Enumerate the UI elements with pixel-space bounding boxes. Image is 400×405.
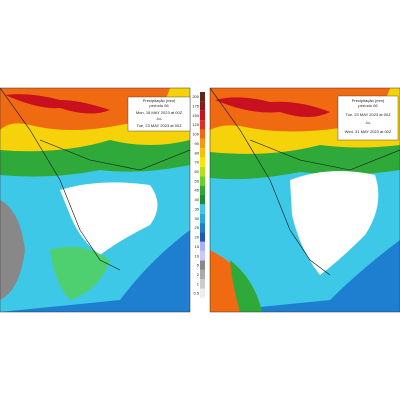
colorbar-label: 45 (195, 188, 200, 193)
colorbar-swatch (200, 166, 205, 177)
colorbar-label: 90 (195, 141, 200, 146)
colorbar-label: 200 (192, 94, 199, 99)
legend-end: Tue, 23 MAY 2023 at 00Z (136, 123, 182, 128)
legend-separator: -to- (156, 116, 163, 121)
colorbar: 2001751501251009080706050454035302520151… (192, 92, 205, 298)
colorbar-swatch (200, 279, 205, 289)
colorbar-swatch (200, 204, 205, 214)
colorbar-swatch (200, 92, 205, 102)
left-frame (0, 87, 191, 313)
colorbar-swatch (200, 241, 205, 252)
colorbar-swatch (200, 213, 205, 224)
colorbar-swatch (200, 138, 205, 149)
colorbar-label: 50 (195, 178, 200, 183)
colorbar-swatch (200, 269, 205, 280)
colorbar-swatch (200, 251, 205, 261)
colorbar-label: 25 (195, 225, 200, 230)
legend-subtitle: período 06 (358, 103, 378, 108)
colorbar-label: 30 (195, 216, 200, 221)
colorbar-label: 150 (192, 113, 199, 118)
right-frame (209, 87, 400, 313)
colorbar-label: 10 (195, 253, 200, 258)
colorbar-label: 175 (192, 103, 199, 108)
colorbar-swatch (200, 129, 205, 139)
colorbar-swatch (200, 101, 205, 111)
colorbar-swatch (200, 223, 205, 233)
colorbar-label: 5 (197, 263, 200, 268)
colorbar-swatch (200, 120, 205, 130)
colorbar-swatch (200, 288, 205, 298)
colorbar-swatch (200, 195, 205, 205)
colorbar-swatch (200, 148, 205, 158)
colorbar-label: 60 (195, 169, 200, 174)
legend-start: Mon, 15 MAY 2023 at 00Z (136, 110, 183, 115)
colorbar-label: 20 (195, 235, 200, 240)
colorbar-swatch (200, 232, 205, 242)
legend-title: Precipitação (mm) (143, 98, 176, 103)
colorbar-swatch (200, 185, 205, 195)
left-legend: Precipitação (mm) período 06 Mon, 15 MAY… (127, 96, 191, 132)
colorbar-swatch (200, 157, 205, 167)
legend-subtitle: período 06 (149, 103, 169, 108)
legend-start: Tue, 23 MAY 2023 at 00Z (345, 112, 391, 117)
colorbar-label: 80 (195, 150, 200, 155)
colorbar-label: 35 (195, 206, 200, 211)
colorbar-label: 15 (195, 244, 200, 249)
colorbar-label: 2 (197, 272, 200, 277)
colorbar-swatch (200, 110, 205, 121)
colorbar-swatch (200, 176, 205, 186)
colorbar-label: 0.5 (193, 291, 199, 296)
legend-title: Precipitação (mm) (352, 98, 385, 103)
colorbar-label: 100 (192, 132, 199, 137)
colorbar-label: 125 (192, 122, 199, 127)
legend-separator: -to- (365, 120, 372, 125)
colorbar-label: 1 (197, 281, 200, 286)
colorbar-label: 40 (195, 197, 200, 202)
right-legend: Precipitação (mm) período 06 Tue, 23 MAY… (337, 95, 399, 141)
colorbar-label: 70 (195, 160, 200, 165)
colorbar-swatch (200, 260, 205, 270)
legend-end: Wed, 31 MAY 2023 at 00Z (345, 129, 392, 134)
